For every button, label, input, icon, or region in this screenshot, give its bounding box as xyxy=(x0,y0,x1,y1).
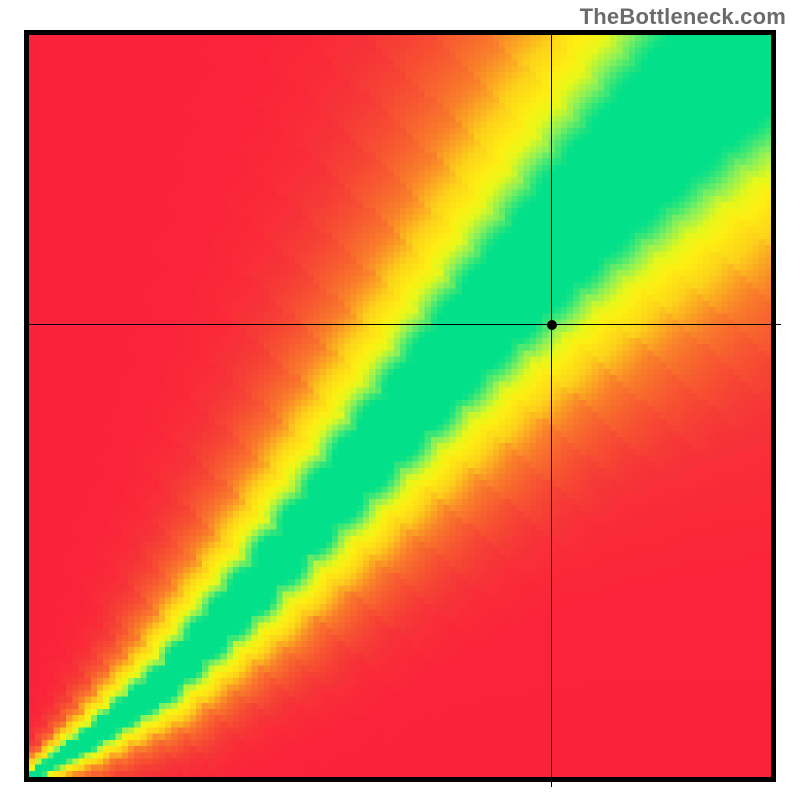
crosshair-marker xyxy=(547,320,557,330)
crosshair-horizontal xyxy=(29,324,781,325)
heatmap-plot xyxy=(24,30,776,782)
watermark-text: TheBottleneck.com xyxy=(580,4,786,30)
heatmap-canvas xyxy=(29,35,771,777)
chart-container: TheBottleneck.com xyxy=(0,0,800,800)
crosshair-vertical xyxy=(551,35,552,787)
